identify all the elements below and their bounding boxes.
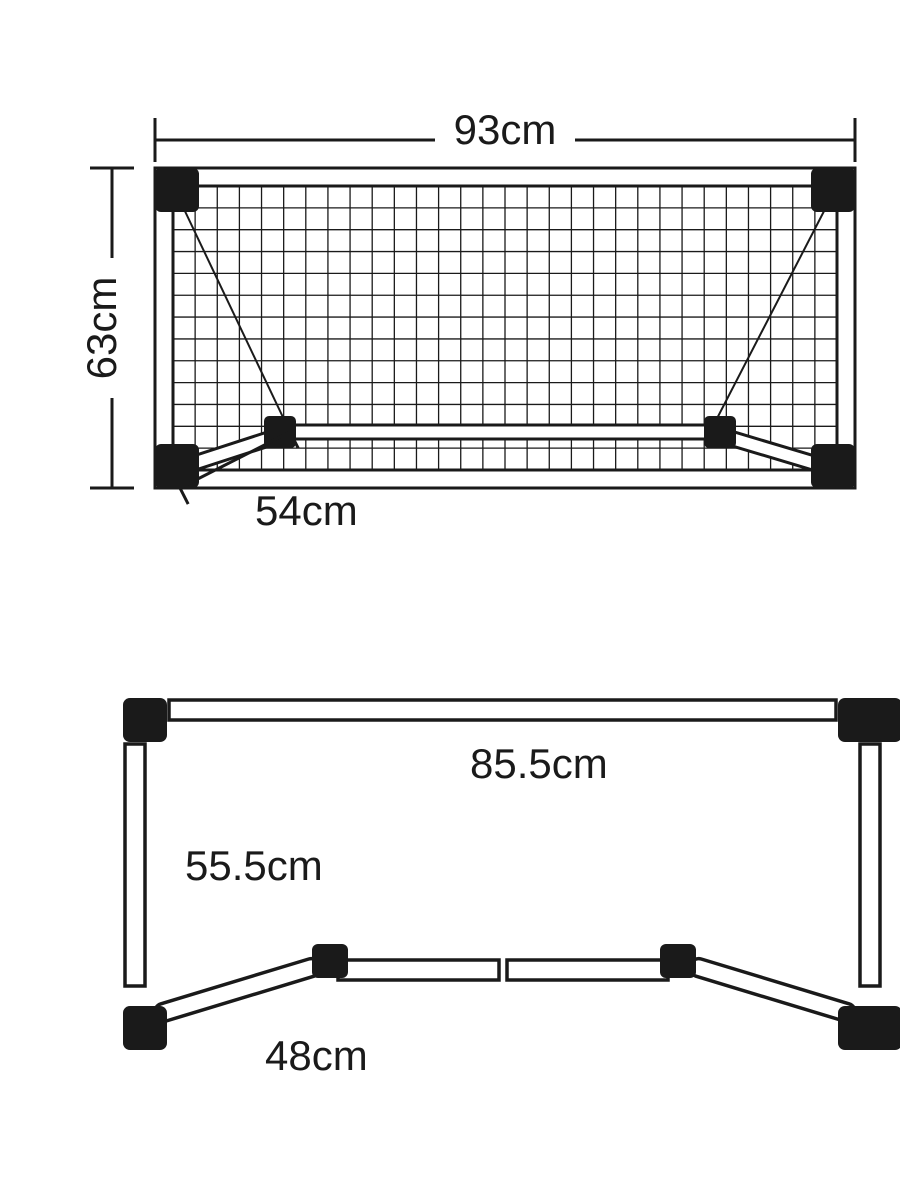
goal1-height-label: 63cm bbox=[78, 277, 125, 380]
goal2-depth-label: 48cm bbox=[265, 1032, 368, 1079]
goal1-depth-label: 54cm bbox=[255, 487, 358, 534]
goal2-width-label: 85.5cm bbox=[470, 740, 608, 787]
goal2-height-label: 55.5cm bbox=[185, 842, 323, 889]
goal1-width-label: 93cm bbox=[454, 106, 557, 153]
